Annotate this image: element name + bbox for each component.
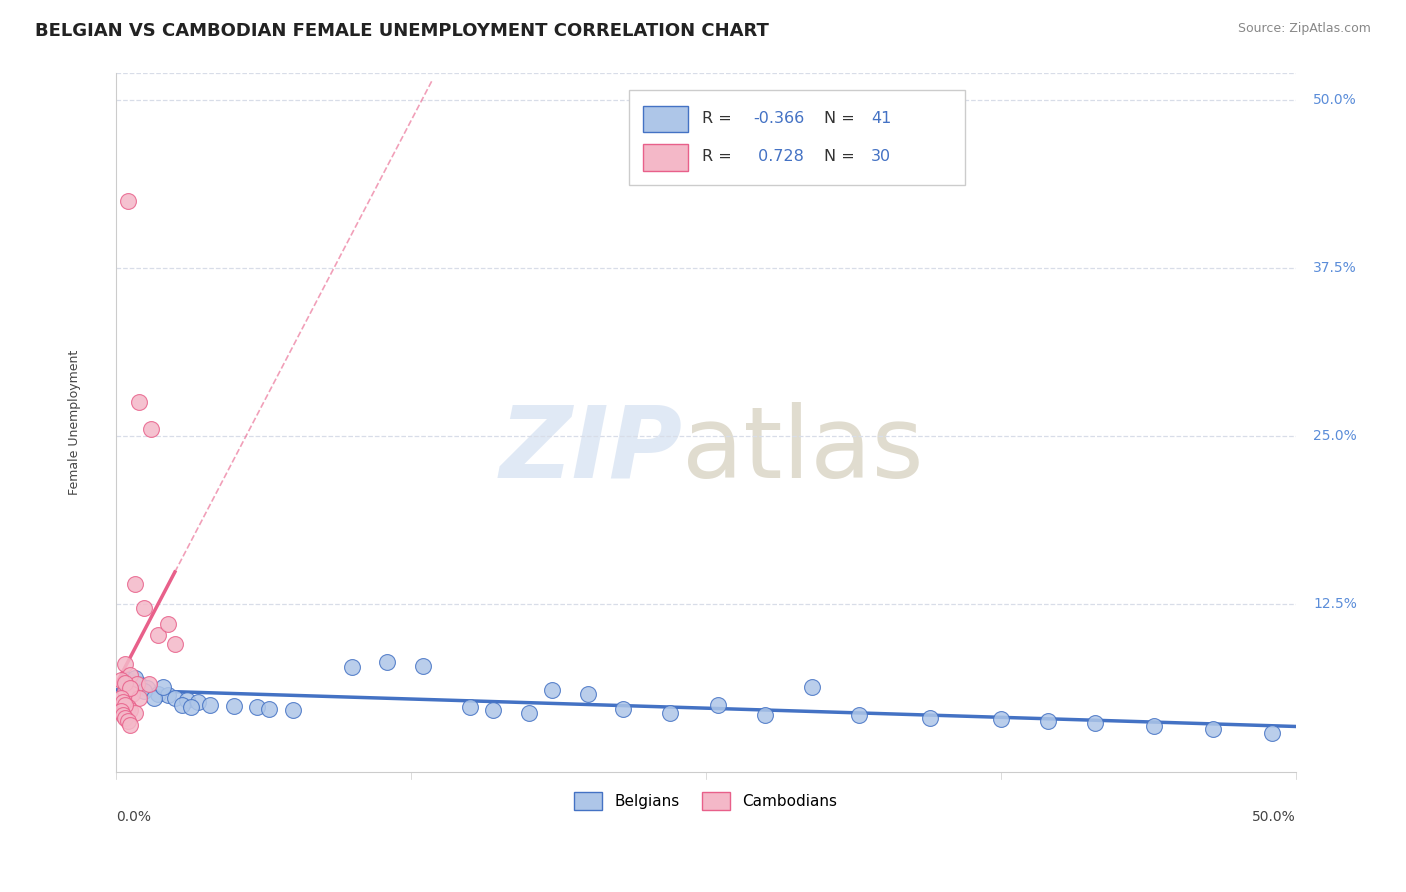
Point <box>340 660 363 674</box>
Point <box>111 695 134 709</box>
Text: BELGIAN VS CAMBODIAN FEMALE UNEMPLOYMENT CORRELATION CHART: BELGIAN VS CAMBODIAN FEMALE UNEMPLOYMENT… <box>35 22 769 40</box>
Point <box>170 698 193 712</box>
Point <box>163 690 186 705</box>
Text: Source: ZipAtlas.com: Source: ZipAtlas.com <box>1237 22 1371 36</box>
Point <box>180 700 202 714</box>
Text: 25.0%: 25.0% <box>1313 429 1357 442</box>
Point <box>117 194 139 208</box>
Point <box>111 698 134 712</box>
Point <box>118 703 141 717</box>
Point <box>142 690 165 705</box>
Text: 50.0%: 50.0% <box>1251 810 1296 824</box>
Legend: Belgians, Cambodians: Belgians, Cambodians <box>568 786 844 816</box>
Point <box>659 706 682 720</box>
Point <box>111 708 134 723</box>
FancyBboxPatch shape <box>643 145 688 170</box>
Point <box>918 711 941 725</box>
Point <box>118 681 141 696</box>
Text: 12.5%: 12.5% <box>1313 597 1357 611</box>
Point <box>458 700 481 714</box>
Text: 0.728: 0.728 <box>754 149 804 164</box>
Point <box>176 693 198 707</box>
Point <box>114 676 136 690</box>
Point <box>117 700 139 714</box>
Text: N =: N = <box>824 111 859 126</box>
Point <box>118 668 141 682</box>
Point <box>148 627 170 641</box>
Point <box>110 673 132 688</box>
Point <box>128 677 150 691</box>
Point <box>117 714 139 728</box>
Point <box>124 671 146 685</box>
Point <box>246 700 269 714</box>
Point <box>152 680 174 694</box>
Point <box>121 687 143 701</box>
Point <box>612 701 634 715</box>
FancyBboxPatch shape <box>628 90 966 185</box>
Point <box>114 657 136 672</box>
Point <box>156 616 179 631</box>
Point <box>114 711 136 725</box>
Point <box>990 712 1012 726</box>
Point <box>1143 719 1166 733</box>
Point <box>1084 716 1107 731</box>
Point <box>156 688 179 702</box>
Point <box>148 687 170 701</box>
Point <box>127 677 149 691</box>
Point <box>117 673 139 688</box>
Text: atlas: atlas <box>682 401 924 499</box>
Text: 41: 41 <box>870 111 891 126</box>
Text: R =: R = <box>702 111 737 126</box>
Text: 30: 30 <box>870 149 891 164</box>
Text: 0.0%: 0.0% <box>115 810 150 824</box>
Point <box>1202 722 1225 736</box>
Point <box>141 422 163 436</box>
Point <box>121 676 143 690</box>
Point <box>848 708 870 723</box>
Point <box>114 684 136 698</box>
Point <box>1036 714 1059 728</box>
Point <box>412 658 434 673</box>
Point <box>118 717 141 731</box>
Point <box>114 698 136 712</box>
Point <box>138 677 160 691</box>
Point <box>800 680 823 694</box>
Text: ZIP: ZIP <box>499 401 682 499</box>
Point <box>257 701 280 715</box>
Point <box>754 708 776 723</box>
Text: R =: R = <box>702 149 737 164</box>
Point <box>134 684 156 698</box>
Point <box>706 698 728 712</box>
FancyBboxPatch shape <box>643 106 688 132</box>
Point <box>110 690 132 705</box>
Point <box>134 600 156 615</box>
Point <box>128 690 150 705</box>
Point <box>135 681 157 696</box>
Text: -0.366: -0.366 <box>754 111 804 126</box>
Point <box>222 698 245 713</box>
Point <box>541 682 564 697</box>
Text: Female Unemployment: Female Unemployment <box>67 350 82 495</box>
Point <box>200 698 222 712</box>
Point <box>163 637 186 651</box>
Point <box>128 395 150 409</box>
Text: 37.5%: 37.5% <box>1313 260 1357 275</box>
Point <box>124 576 146 591</box>
Point <box>517 706 540 720</box>
Text: 50.0%: 50.0% <box>1313 93 1357 107</box>
Point <box>281 703 304 717</box>
Point <box>187 695 209 709</box>
Point <box>124 706 146 720</box>
Point <box>576 687 599 701</box>
Point <box>375 655 398 669</box>
Point <box>110 704 132 718</box>
Point <box>1261 725 1284 739</box>
Point <box>482 703 505 717</box>
Text: N =: N = <box>824 149 859 164</box>
